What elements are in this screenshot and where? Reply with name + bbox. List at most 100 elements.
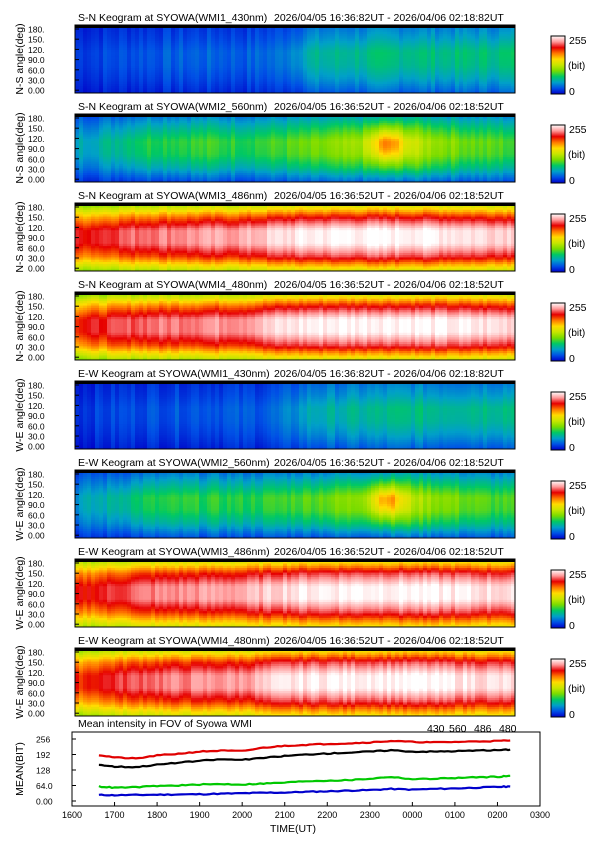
colorbar-min-label: 0 — [569, 531, 575, 543]
y-tick-label: 120. — [28, 579, 45, 589]
y-axis-label: W-E angle(deg) — [14, 556, 26, 629]
y-tick-label: 0.00 — [28, 86, 45, 96]
x-tick-label: 0100 — [445, 810, 465, 820]
y-tick-label: 192 — [36, 750, 50, 760]
colorbar-unit-label: (bit) — [568, 417, 585, 428]
keogram-panel: S-N Keogram at SYOWA(WMI2_560nm) 2026/04/… — [14, 101, 587, 187]
keogram-frame — [74, 647, 516, 717]
y-tick-label: 60.0 — [28, 421, 45, 431]
keogram-frame — [74, 380, 516, 450]
colorbar-unit-label: (bit) — [568, 595, 585, 606]
colorbar — [550, 213, 566, 273]
colorbar — [550, 391, 566, 451]
colorbar-min-label: 0 — [569, 442, 575, 454]
keogram-title: S-N Keogram at SYOWA(WMI3_486nm) — [78, 190, 267, 202]
y-tick-label: 30.0 — [28, 254, 45, 264]
y-tick-label: 30.0 — [28, 610, 45, 620]
y-tick-label: 60.0 — [28, 243, 45, 253]
x-tick-label: 1600 — [62, 810, 82, 820]
keogram-image — [75, 203, 515, 271]
keogram-frame — [74, 291, 516, 361]
keogram-title: E-W Keogram at SYOWA(WMI2_560nm) — [78, 457, 270, 469]
colorbar-unit-label: (bit) — [568, 239, 585, 250]
y-tick-label: 0.00 — [28, 709, 45, 719]
y-axis-label: N-S angle(deg) — [14, 112, 26, 183]
colorbar-unit-label: (bit) — [568, 328, 585, 339]
y-tick-label: 0.00 — [28, 264, 45, 274]
keogram-time-range: 2026/04/05 16:36:82UT - 2026/04/06 02:18… — [274, 12, 504, 24]
keogram-panel: S-N Keogram at SYOWA(WMI3_486nm) 2026/04/… — [14, 190, 587, 276]
y-tick-label: 150. — [28, 35, 45, 45]
x-tick-label: 1800 — [147, 810, 167, 820]
y-axis-label: W-E angle(deg) — [14, 645, 26, 718]
keogram-panel: E-W Keogram at SYOWA(WMI3_486nm) 2026/04/… — [14, 546, 587, 632]
keogram-frame — [74, 113, 516, 183]
colorbar-max-label: 255 — [569, 658, 587, 670]
y-tick-label: 0.00 — [28, 620, 45, 630]
y-tick-label: 30.0 — [28, 165, 45, 175]
y-axis-label: MEAN(BIT) — [14, 742, 26, 796]
y-axis-label: W-E angle(deg) — [14, 467, 26, 540]
y-tick-label: 120. — [28, 312, 45, 322]
y-tick-label: 128 — [36, 766, 50, 776]
y-tick-label: 0.00 — [36, 797, 53, 807]
y-tick-label: 60.0 — [28, 599, 45, 609]
y-tick-label: 150. — [28, 480, 45, 490]
x-tick-label: 0300 — [530, 810, 550, 820]
y-tick-label: 180. — [28, 114, 45, 124]
y-tick-label: 120. — [28, 401, 45, 411]
y-tick-label: 150. — [28, 213, 45, 223]
keogram-time-range: 2026/04/05 16:36:52UT - 2026/04/06 02:18… — [274, 279, 504, 291]
keogram-time-range: 2026/04/05 16:36:52UT - 2026/04/06 02:18… — [274, 457, 504, 469]
x-tick-label: 1900 — [190, 810, 210, 820]
keogram-time-range: 2026/04/05 16:36:52UT - 2026/04/06 02:18… — [274, 101, 504, 113]
colorbar-max-label: 255 — [569, 569, 587, 581]
y-tick-label: 150. — [28, 391, 45, 401]
y-axis-label: W-E angle(deg) — [14, 378, 26, 451]
keogram-title: S-N Keogram at SYOWA(WMI2_560nm) — [78, 101, 267, 113]
y-tick-label: 30.0 — [28, 699, 45, 709]
colorbar-min-label: 0 — [569, 175, 575, 187]
y-tick-label: 150. — [28, 124, 45, 134]
x-axis-label: TIME(UT) — [270, 823, 316, 835]
colorbar — [550, 124, 566, 184]
keogram-time-range: 2026/04/05 16:36:52UT - 2026/04/06 02:18… — [274, 546, 504, 558]
keogram-panel: E-W Keogram at SYOWA(WMI1_430nm) 2026/04/… — [14, 368, 587, 454]
keogram-image — [75, 381, 515, 449]
keogram-time-range: 2026/04/05 16:36:82UT - 2026/04/06 02:18… — [274, 368, 504, 380]
y-tick-label: 60.0 — [28, 510, 45, 520]
colorbar — [550, 480, 566, 540]
keogram-panel: S-N Keogram at SYOWA(WMI1_430nm) 2026/04/… — [14, 12, 587, 98]
y-tick-label: 90.0 — [28, 55, 45, 65]
x-tick-label: 0000 — [402, 810, 422, 820]
colorbar — [550, 35, 566, 95]
keogram-panel: E-W Keogram at SYOWA(WMI2_560nm) 2026/04/… — [14, 457, 587, 543]
y-tick-label: 60.0 — [28, 688, 45, 698]
y-tick-label: 30.0 — [28, 76, 45, 86]
y-tick-label: 0.00 — [28, 353, 45, 363]
keogram-title: E-W Keogram at SYOWA(WMI3_486nm) — [78, 546, 270, 558]
keogram-time-range: 2026/04/05 16:36:52UT - 2026/04/06 02:18… — [274, 190, 504, 202]
x-tick-label: 2100 — [275, 810, 295, 820]
series-line-430 — [98, 785, 511, 797]
series-line-486 — [98, 739, 511, 760]
y-tick-label: 90.0 — [28, 589, 45, 599]
keogram-image — [75, 559, 515, 627]
colorbar-min-label: 0 — [569, 353, 575, 365]
x-tick-label: 2200 — [317, 810, 337, 820]
y-tick-label: 64.0 — [36, 781, 53, 791]
y-tick-label: 180. — [28, 381, 45, 391]
series-line-560 — [98, 774, 511, 790]
y-axis-label: N-S angle(deg) — [14, 23, 26, 94]
y-tick-label: 180. — [28, 292, 45, 302]
y-tick-label: 180. — [28, 648, 45, 658]
x-tick-label: 2000 — [232, 810, 252, 820]
keogram-image — [75, 114, 515, 182]
y-tick-label: 180. — [28, 470, 45, 480]
y-tick-label: 30.0 — [28, 432, 45, 442]
y-tick-label: 90.0 — [28, 233, 45, 243]
colorbar-unit-label: (bit) — [568, 61, 585, 72]
keogram-title: E-W Keogram at SYOWA(WMI1_430nm) — [78, 368, 270, 380]
y-tick-label: 180. — [28, 559, 45, 569]
